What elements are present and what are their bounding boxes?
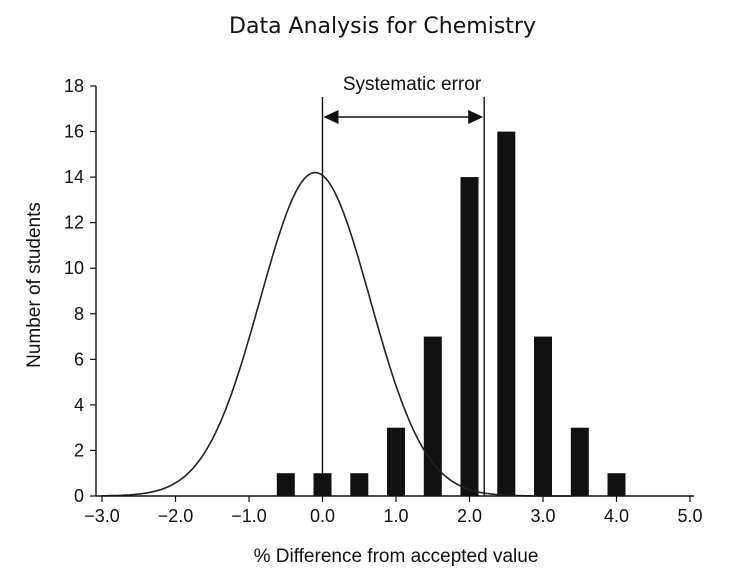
bars-layer: [276, 131, 626, 496]
x-tick-label: 2.0: [457, 506, 482, 526]
x-tick-label: 0.0: [310, 506, 335, 526]
histogram-bar: [534, 336, 552, 496]
y-tick-label: 18: [64, 76, 84, 96]
histogram-bar: [607, 473, 626, 496]
arrow-head-right: [468, 110, 484, 124]
curve-layer: [102, 171, 573, 497]
x-tick-label: −1.0: [231, 506, 267, 526]
x-tick-label: −3.0: [84, 506, 120, 526]
x-tick-label: 5.0: [677, 506, 702, 526]
x-tick-label: 4.0: [604, 506, 629, 526]
axes-layer: −3.0 −2.0 −1.0 0.0 1.0 2.0 3.0 4.0 5.0 0 2 4 6 8 10 12 1…: [64, 76, 703, 526]
y-tick-label: 16: [64, 122, 84, 142]
y-tick-label: 8: [74, 304, 84, 324]
histogram-bar: [497, 131, 516, 496]
histogram-bar: [570, 427, 589, 496]
y-tick-label: 2: [74, 440, 84, 460]
y-tick-label: 6: [74, 349, 84, 369]
x-tick-label: 3.0: [530, 506, 555, 526]
normal-distribution-curve: [102, 171, 573, 497]
y-axis-title: Number of students: [24, 202, 45, 368]
arrow-head-left: [323, 110, 339, 124]
y-tick-label: 14: [64, 167, 84, 187]
x-tick-label: −2.0: [158, 506, 194, 526]
y-tick-label: 10: [64, 258, 84, 278]
y-tick-label: 4: [74, 395, 84, 415]
page-title: Data Analysis for Chemistry: [229, 14, 536, 39]
x-axis-title: % Difference from accepted value: [254, 546, 539, 567]
y-tick-label: 12: [64, 213, 84, 233]
reference-lines-layer: [321, 97, 485, 496]
systematic-error-label: Systematic error: [343, 74, 482, 95]
histogram-bar: [423, 336, 442, 496]
histogram-bar: [276, 473, 295, 496]
histogram-bar: [350, 473, 369, 496]
x-tick-label: 1.0: [383, 506, 408, 526]
y-tick-label: 0: [74, 486, 84, 506]
histogram-bar: [387, 427, 405, 496]
histogram-bar: [460, 177, 479, 496]
